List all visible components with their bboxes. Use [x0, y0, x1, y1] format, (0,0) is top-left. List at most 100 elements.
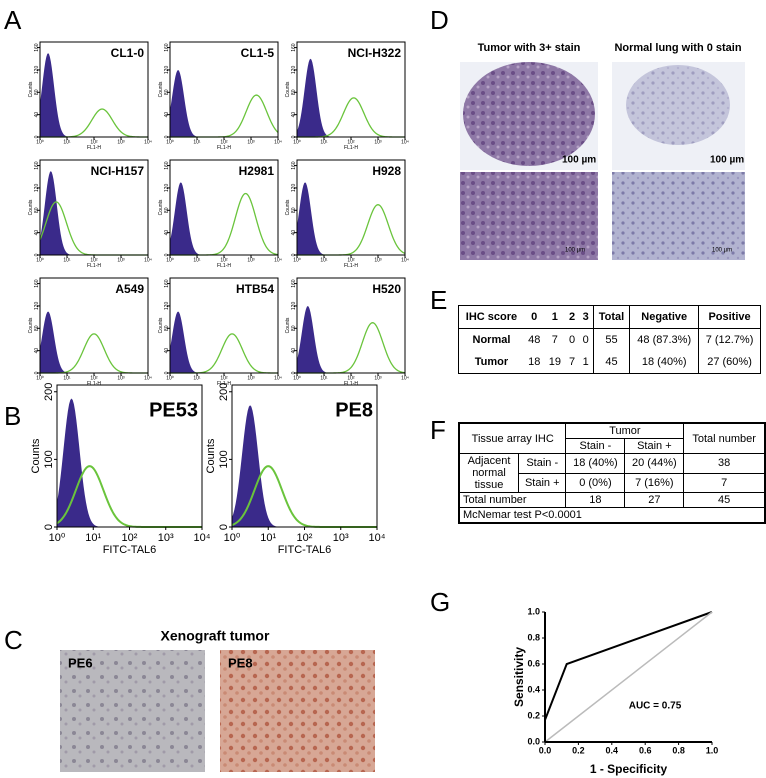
x-tick-label: 10⁰ — [36, 375, 44, 381]
control-histogram — [40, 53, 148, 138]
y-tick-label: 80 — [291, 325, 297, 331]
y-tick-label: 0.0 — [527, 736, 540, 746]
cell: 55 — [592, 328, 630, 351]
x-tick-label: 10¹ — [193, 375, 201, 381]
y-axis-label: Counts — [158, 81, 164, 97]
image-tumor-zoom — [460, 172, 598, 260]
cell: 18 (40%) — [629, 351, 699, 374]
x-tick-label: 10¹ — [193, 139, 201, 145]
cell: 1 — [582, 356, 589, 368]
x-tick-label: 10⁴ — [274, 139, 282, 145]
x-tick-label: 10³ — [158, 532, 174, 544]
x-tick-label: 0.2 — [572, 745, 585, 755]
mcnemar-table: Tissue array IHC Tumor Total number Stain … — [458, 422, 766, 524]
x-tick-label: 0.0 — [539, 745, 552, 755]
y-tick-label: 0.8 — [527, 632, 540, 642]
panel-title: Xenograft tumor — [161, 628, 270, 644]
cell: 7 (16%) — [624, 472, 685, 493]
cell: 38 — [683, 453, 766, 474]
x-tick-label: 10⁰ — [224, 532, 241, 544]
y-axis-label: Counts — [205, 438, 217, 473]
y-tick-label: 0 — [34, 253, 40, 256]
control-histogram — [170, 311, 278, 373]
y-axis-label: Counts — [285, 317, 291, 333]
y-tick-label: 0.6 — [527, 658, 540, 668]
cell: 0 (0%) — [565, 472, 626, 493]
cell: 7 — [568, 356, 576, 368]
cell: Positive — [698, 305, 761, 329]
panel-label: D — [430, 5, 449, 35]
cell: 19 — [548, 356, 561, 368]
y-tick-label: 0 — [218, 524, 230, 530]
y-tick-label: 120 — [34, 66, 40, 75]
x-tick-label: 10² — [90, 257, 98, 263]
panel-label: E — [430, 285, 447, 315]
plot-name: PE53 — [149, 399, 198, 421]
x-axis-label: FL1-H — [217, 263, 231, 269]
plot-name: CL1-0 — [111, 46, 145, 60]
y-tick-label: 40 — [291, 230, 297, 236]
x-tick-label: 0.4 — [606, 745, 619, 755]
y-tick-label: 0.2 — [527, 710, 540, 720]
y-axis-label: Counts — [158, 199, 164, 215]
cell: 48 — [528, 334, 541, 346]
x-tick-label: 10³ — [247, 139, 255, 145]
cell: 7 — [683, 472, 766, 493]
y-tick-label: 0 — [34, 135, 40, 138]
cell: 0 — [582, 334, 589, 346]
cell: Stain - — [517, 453, 567, 474]
y-tick-label: 40 — [291, 112, 297, 118]
cell: 18 (40%) — [565, 453, 626, 474]
y-axis-label: Counts — [30, 438, 42, 473]
x-tick-label: 10⁴ — [369, 532, 386, 544]
y-tick-label: 40 — [34, 230, 40, 236]
x-tick-label: 10⁰ — [49, 532, 66, 544]
y-tick-label: 120 — [164, 302, 170, 311]
x-tick-label: 0.8 — [672, 745, 685, 755]
y-tick-label: 120 — [164, 184, 170, 193]
x-axis-label: FL1-H — [344, 263, 358, 269]
control-histogram — [170, 69, 278, 137]
y-tick-label: 120 — [34, 184, 40, 193]
x-axis-label: FL1-H — [217, 381, 231, 387]
y-tick-label: 80 — [34, 325, 40, 331]
y-tick-label: 40 — [164, 348, 170, 354]
x-axis-label: FL1-H — [344, 381, 358, 387]
cell: Adjacent normal tissue — [458, 453, 519, 493]
x-tick-label: 10⁰ — [36, 257, 44, 263]
x-tick-label: 10⁰ — [293, 257, 301, 263]
plot-name: A549 — [115, 282, 144, 296]
x-tick-label: 10² — [220, 257, 228, 263]
x-tick-label: 10³ — [117, 375, 125, 381]
x-tick-label: 10⁴ — [401, 257, 409, 263]
x-tick-label: 10² — [297, 532, 313, 544]
cell: 3 — [578, 305, 594, 329]
x-axis-label: FL1-H — [344, 145, 358, 151]
y-tick-label: 120 — [164, 66, 170, 75]
x-tick-label: 10³ — [247, 375, 255, 381]
x-tick-label: 10² — [122, 532, 138, 544]
y-tick-label: 40 — [34, 112, 40, 118]
panel-label: G — [430, 587, 450, 617]
x-tick-label: 10² — [90, 139, 98, 145]
caption: Tumor with 3+ stain — [478, 42, 581, 54]
plot-name: H520 — [372, 282, 401, 296]
x-tick-label: 10² — [220, 375, 228, 381]
cell: 48 (87.3%) — [629, 328, 699, 351]
x-tick-label: 10⁴ — [144, 375, 152, 381]
cell: Tumor — [474, 356, 509, 368]
control-histogram — [57, 398, 202, 527]
x-tick-label: 10¹ — [63, 257, 71, 263]
control-histogram — [232, 405, 377, 527]
x-tick-label: 10⁴ — [194, 532, 211, 544]
x-axis-label: FL1-H — [87, 145, 101, 151]
x-tick-label: 10⁰ — [166, 257, 174, 263]
y-tick-label: 40 — [164, 112, 170, 118]
x-tick-label: 10¹ — [320, 257, 328, 263]
cell: Total number — [683, 422, 766, 454]
y-tick-label: 120 — [291, 184, 297, 193]
x-tick-label: 10⁴ — [401, 375, 409, 381]
y-tick-label: 100 — [218, 450, 230, 468]
scale-bar: 100 µm — [710, 155, 744, 166]
panel-label: F — [430, 415, 446, 445]
